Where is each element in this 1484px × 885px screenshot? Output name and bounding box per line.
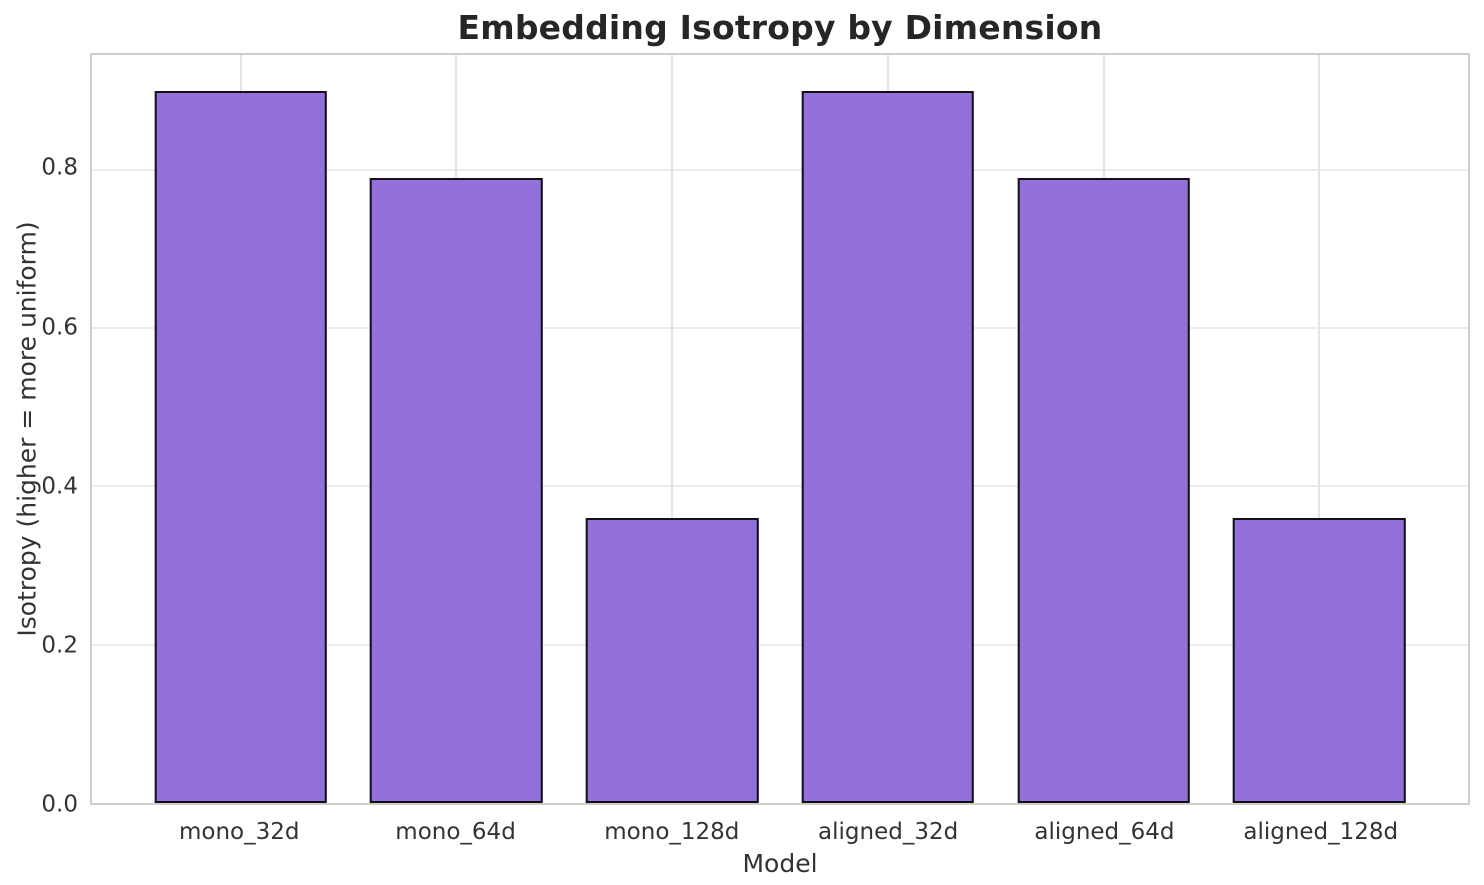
- y-tick-label: 0.4: [41, 473, 78, 500]
- bar-aligned_128d: [1232, 518, 1406, 803]
- chart-title: Embedding Isotropy by Dimension: [457, 8, 1103, 47]
- x-tick-label: aligned_32d: [818, 819, 959, 845]
- x-axis-ticks: mono_32d mono_64d mono_128d aligned_32d alig…: [90, 819, 1470, 850]
- bar-mono_32d: [154, 90, 328, 803]
- bar-mono_64d: [370, 177, 543, 803]
- x-tick-label: mono_32d: [178, 819, 300, 845]
- bar-mono_128d: [585, 518, 759, 803]
- bar-aligned_64d: [1017, 177, 1190, 803]
- y-axis-label: Isotropy (higher = more uniform): [12, 221, 42, 637]
- gridline-horizontal: [92, 168, 1468, 171]
- x-tick-label: aligned_64d: [1034, 819, 1175, 845]
- y-tick-label: 0.8: [41, 154, 78, 181]
- x-tick-label: mono_64d: [395, 819, 516, 845]
- x-axis-label: Model: [742, 849, 818, 878]
- bar-aligned_32d: [801, 90, 975, 803]
- y-tick-label: 0.6: [41, 314, 78, 341]
- x-tick-label: mono_128d: [604, 819, 740, 845]
- plot-area: [90, 53, 1470, 805]
- gridline-vertical: [671, 55, 674, 803]
- x-tick-label: aligned_128d: [1243, 819, 1399, 845]
- gridline-vertical: [1318, 55, 1321, 803]
- y-tick-label: 0.2: [41, 632, 78, 659]
- gridline-horizontal: [92, 643, 1468, 646]
- y-tick-label: 0.0: [41, 791, 78, 818]
- y-axis-ticks: 0.0 0.2 0.4 0.6 0.8: [0, 53, 78, 816]
- gridline-horizontal: [92, 485, 1468, 488]
- gridline-horizontal: [92, 327, 1468, 330]
